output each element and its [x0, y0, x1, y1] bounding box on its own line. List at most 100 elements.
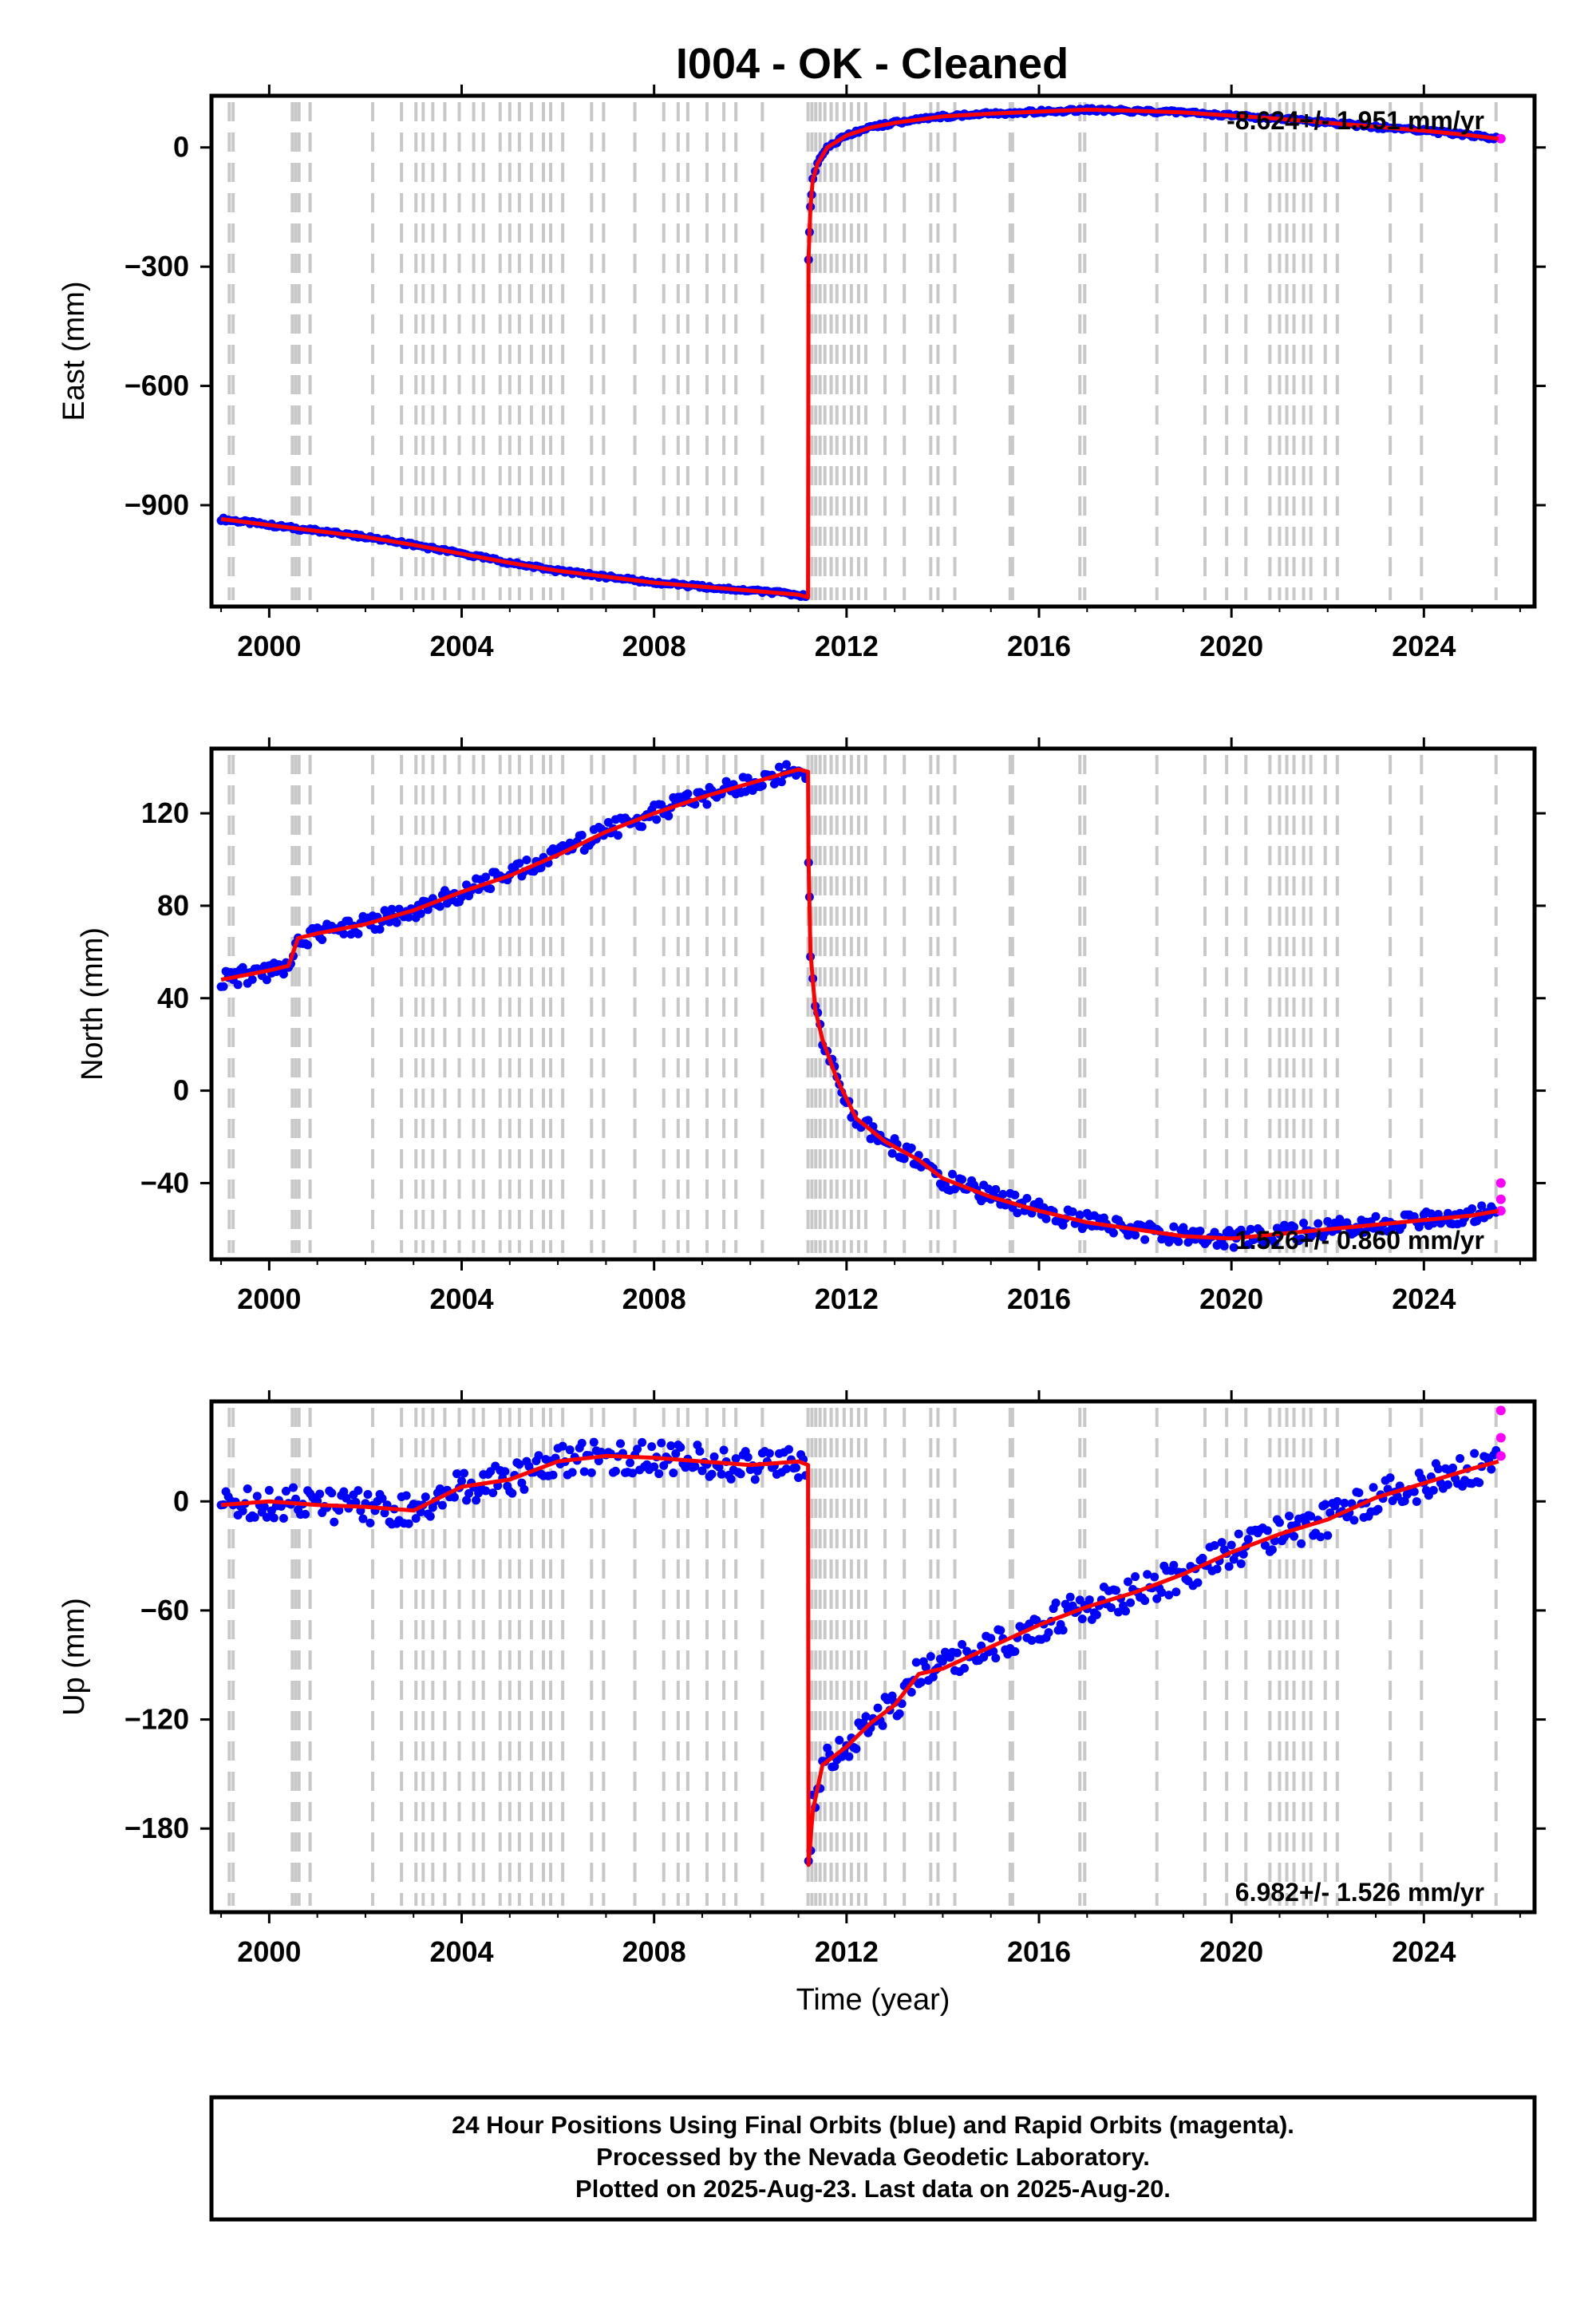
north-data-point	[743, 773, 753, 783]
up-data-point	[921, 1662, 930, 1672]
up-data-point	[457, 1476, 467, 1486]
up-data-point	[743, 1452, 753, 1462]
up-data-point	[1306, 1512, 1316, 1521]
up-data-point	[873, 1703, 883, 1713]
up-x-tick-label: 2016	[1007, 1935, 1071, 1968]
up-data-point	[719, 1445, 729, 1455]
up-data-point	[794, 1472, 804, 1482]
up-data-point	[425, 1512, 435, 1521]
up-data-point	[421, 1492, 430, 1502]
up-y-tick-label: −120	[124, 1703, 189, 1736]
up-data-point	[1217, 1538, 1227, 1547]
up-data-point	[500, 1467, 510, 1476]
footer-frame	[209, 2095, 1537, 2222]
up-data-point	[1126, 1598, 1136, 1607]
up-x-tick-label: 2012	[815, 1935, 879, 1968]
up-data-point	[1227, 1540, 1236, 1550]
up-data-point	[1325, 1508, 1335, 1518]
up-data-point	[615, 1439, 625, 1448]
up-data-point	[1169, 1560, 1179, 1570]
up-data-point	[792, 1463, 801, 1472]
north-data-point	[1124, 1231, 1133, 1240]
up-data-point	[1092, 1610, 1101, 1619]
north-data-point	[354, 929, 363, 939]
up-data-point	[1236, 1559, 1246, 1568]
up-x-tick-label: 2000	[237, 1935, 301, 1968]
footer-line-2: Processed by the Nevada Geodetic Laborat…	[596, 2143, 1150, 2171]
up-data-point	[861, 1712, 871, 1721]
north-data-point	[536, 863, 546, 872]
north-data-point	[1468, 1203, 1477, 1213]
north-plot-frame	[209, 746, 1537, 1262]
footer-line-1: 24 Hour Positions Using Final Orbits (bl…	[452, 2111, 1294, 2139]
up-data-point	[1340, 1498, 1349, 1508]
north-data-point	[1041, 1214, 1051, 1223]
up-model-line	[220, 1453, 1499, 1867]
north-data-point	[781, 760, 791, 769]
up-data-point	[1354, 1488, 1364, 1498]
up-data-point	[953, 1648, 962, 1658]
north-data-point	[577, 830, 587, 840]
north-data-point	[958, 1175, 967, 1184]
up-data-point	[666, 1441, 676, 1451]
chart-title: I004 - OK - Cleaned	[676, 40, 1069, 88]
up-data-point	[377, 1494, 387, 1504]
north-data-point	[233, 980, 243, 990]
up-data-point	[534, 1451, 543, 1460]
north-x-tick-label: 2024	[1392, 1282, 1456, 1315]
north-y-tick-label: 80	[157, 889, 189, 922]
north-data-point	[757, 781, 767, 790]
up-data-point	[709, 1452, 719, 1461]
up-data-point	[628, 1468, 638, 1478]
north-panel: 2000 2004 2008 2012 2016 2020 202412080400−40 …	[76, 737, 1546, 1315]
up-data-point	[281, 1486, 290, 1496]
east-x-tick-label: 2008	[622, 630, 686, 662]
east-ticks: 2000 2004 2008 2012 2016 2020 2024 0 −300 −600 −90…	[124, 85, 1546, 662]
north-data-point	[1140, 1235, 1150, 1244]
north-y-tick-label: 40	[157, 982, 189, 1014]
up-data-point	[1316, 1532, 1325, 1542]
north-ticks: 2000 2004 2008 2012 2016 2020 2024 120 80 40 0 −40	[140, 737, 1546, 1315]
up-data-point	[508, 1488, 517, 1498]
north-data-point	[486, 884, 496, 894]
north-data-point	[652, 815, 662, 824]
up-data-point	[654, 1469, 664, 1479]
up-plot-frame	[209, 1399, 1537, 1915]
up-data-point	[676, 1443, 685, 1452]
up-data-point	[1065, 1592, 1075, 1602]
up-data-point	[464, 1488, 474, 1498]
up-data-point	[339, 1487, 349, 1496]
up-rapid-point	[1495, 1405, 1506, 1416]
up-data-point	[1106, 1603, 1116, 1612]
up-data-point	[1032, 1615, 1041, 1625]
up-ticks: 2000 2004 2008 2012 2016 2020 2024 0 −60 −120 −180	[124, 1390, 1546, 1968]
up-data-point	[1297, 1539, 1306, 1548]
up-data-point	[315, 1489, 325, 1499]
up-data-point	[784, 1445, 793, 1454]
up-data-point	[279, 1514, 288, 1524]
up-data-point	[1456, 1454, 1465, 1464]
up-data-point	[830, 1761, 839, 1771]
north-data-point	[515, 859, 524, 868]
up-data-point	[1143, 1570, 1152, 1579]
north-data-point	[863, 1116, 873, 1125]
east-x-tick-label: 2012	[815, 630, 879, 662]
up-data-point	[404, 1519, 413, 1528]
north-data-point	[887, 1148, 897, 1158]
up-data-point	[960, 1663, 970, 1673]
up-data-point	[1111, 1586, 1120, 1595]
north-y-tick-label: 120	[141, 796, 189, 829]
up-data-point	[928, 1672, 938, 1682]
up-data-point	[916, 1678, 926, 1687]
up-data-point	[1290, 1531, 1299, 1541]
up-data-point	[878, 1721, 887, 1730]
up-data-point	[462, 1496, 472, 1505]
north-data-point	[1255, 1227, 1265, 1236]
up-data-point	[250, 1512, 259, 1522]
up-data-point	[301, 1509, 310, 1519]
up-rapid-point	[1495, 1433, 1506, 1443]
north-data-point	[899, 1154, 909, 1164]
east-y-tick-label: −300	[124, 250, 189, 283]
up-data-point	[1164, 1591, 1174, 1600]
north-data-point	[1246, 1224, 1255, 1234]
